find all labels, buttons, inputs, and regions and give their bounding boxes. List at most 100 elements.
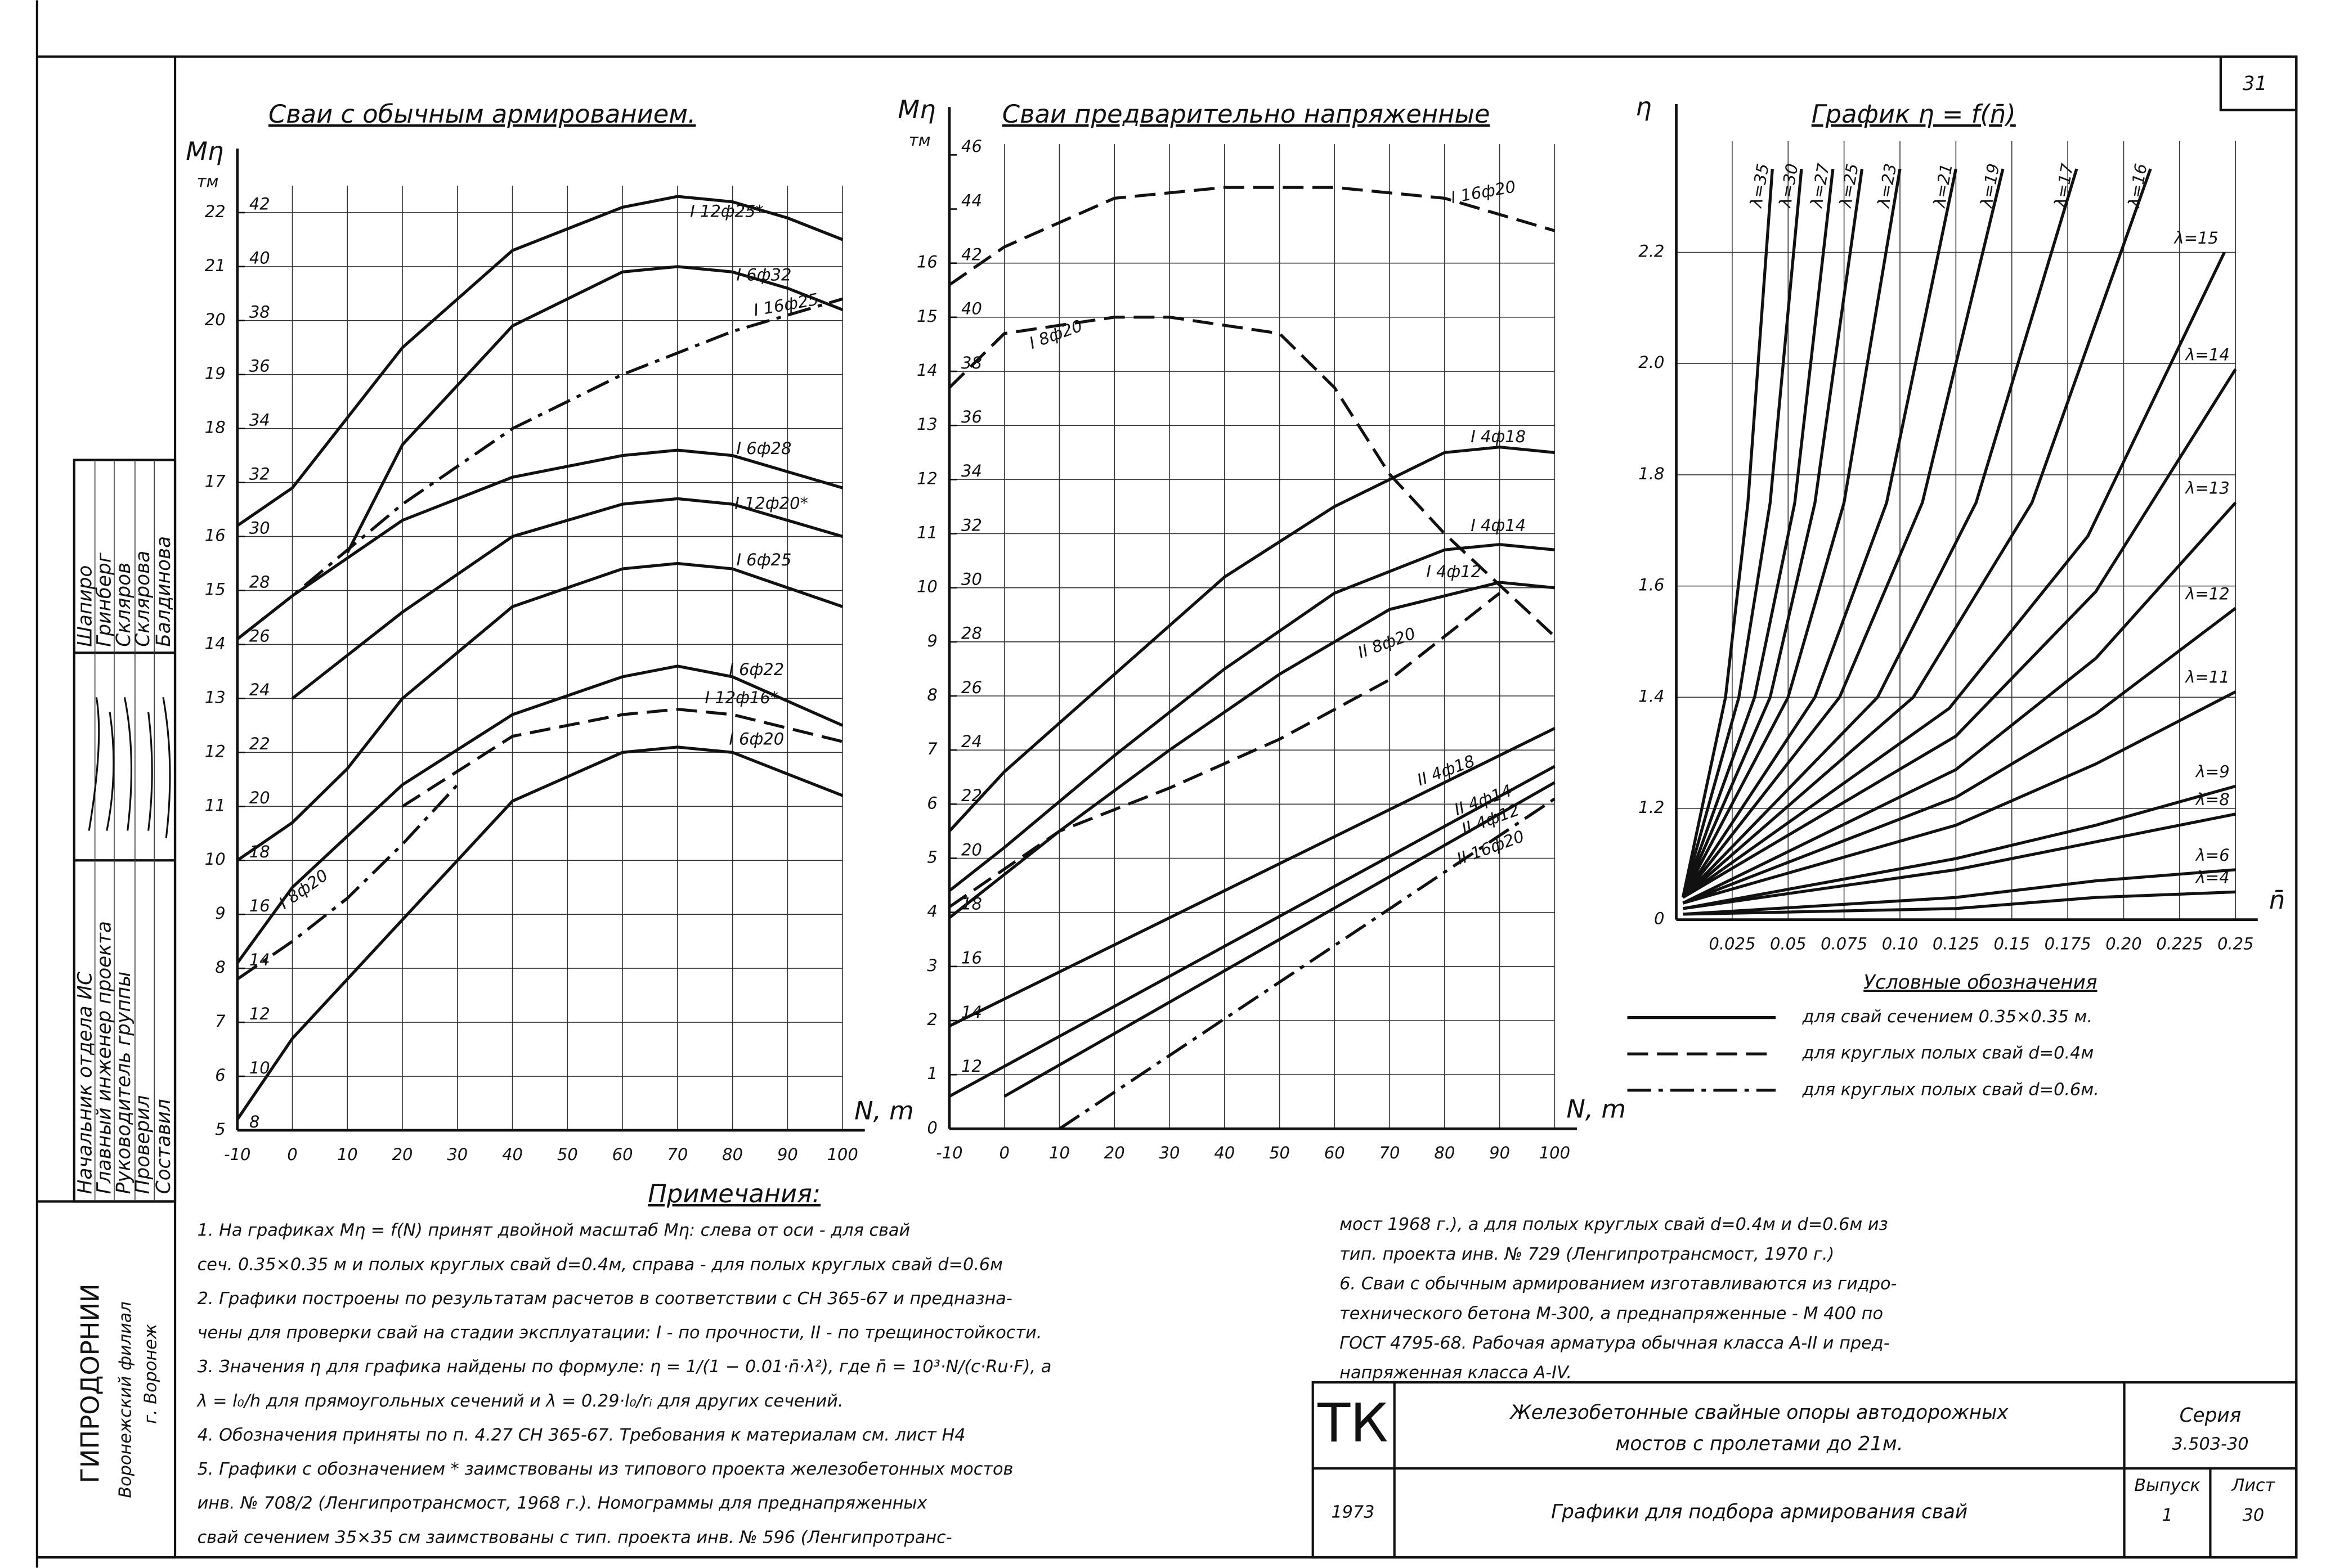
y-tick-label: 20 [205, 310, 226, 329]
organization: ГИПРОДОРНИИ [75, 1284, 105, 1484]
y2-tick-label: 12 [961, 1057, 982, 1076]
issue-label: Выпуск [2134, 1476, 2200, 1495]
curve [1682, 368, 2237, 899]
curve-label: I 4ф18 [1471, 427, 1526, 446]
y2-tick-label: 40 [961, 299, 982, 318]
y-axis-unit: тм [197, 172, 219, 191]
x-tick-label: 0.225 [2156, 934, 2203, 953]
chart-title: Сваи предварительно напряженные [1002, 99, 1490, 129]
curve [1681, 168, 1803, 898]
y2-tick-label: 30 [249, 518, 270, 537]
x-tick-label: 80 [1434, 1143, 1455, 1162]
legend-title: Условные обозначения [1863, 972, 2097, 994]
note-line: мост 1968 г.), а для полых круглых свай … [1339, 1215, 1888, 1234]
note-line: 5. Графики с обозначением * заимствованы… [198, 1459, 1014, 1479]
y2-tick-label: 32 [961, 515, 982, 534]
curve-label: λ=6 [2195, 846, 2230, 865]
y-tick-label: 17 [205, 472, 226, 491]
y-tick-label: 6 [927, 793, 937, 812]
y2-tick-label: 24 [961, 732, 982, 751]
note-line: λ = l₀/h для прямоугольных сечений и λ =… [196, 1391, 844, 1411]
y-tick-label: 22 [205, 202, 226, 221]
city: г. Воронеж [141, 1323, 160, 1424]
x-tick-label: 60 [612, 1145, 633, 1164]
x-tick-label: 0.15 [1993, 934, 2030, 953]
x-tick-label: 80 [722, 1145, 743, 1164]
curve-label: I 12ф20* [734, 494, 808, 513]
curve-label: I 6ф20 [729, 730, 784, 749]
sheet: 30 [2243, 1506, 2265, 1525]
stamp-name: Скляров [113, 563, 135, 647]
y-tick-label: 18 [205, 418, 226, 437]
y-tick-label: 0 [1654, 909, 1664, 928]
curve [1683, 890, 2236, 916]
chart: Сваи с обычным армированием. -10 0 10 20 30 40… [186, 99, 914, 1164]
curve [236, 195, 844, 527]
stamp-role: Составил [153, 1099, 175, 1194]
x-tick-label: 10 [337, 1145, 358, 1164]
x-tick-label: 60 [1324, 1143, 1345, 1162]
curve [948, 592, 1501, 909]
note-line: чены для проверки свай на стадии эксплуа… [198, 1323, 1042, 1343]
y2-tick-label: 36 [249, 357, 270, 376]
curve-label: I 12ф25* [690, 201, 764, 221]
curve [291, 497, 843, 700]
x-tick-label: 0.10 [1882, 934, 1919, 953]
sheet-label: Лист [2231, 1476, 2275, 1495]
y2-tick-label: 22 [249, 734, 270, 753]
stamp-name: Шапиро [74, 565, 96, 647]
y2-tick-label: 32 [249, 464, 270, 483]
y2-tick-label: 36 [961, 407, 982, 426]
x-tick-label: 70 [667, 1145, 688, 1164]
y-tick-label: 21 [205, 256, 226, 275]
x-tick-label: 40 [1214, 1143, 1235, 1162]
y-tick-label: 8 [215, 958, 225, 977]
y-tick-label: 10 [205, 850, 226, 869]
y2-tick-label: 12 [249, 1004, 270, 1023]
curve-label: I 4ф12 [1426, 562, 1481, 581]
y2-tick-label: 44 [961, 191, 982, 210]
curve [1682, 251, 2226, 899]
curve [948, 727, 1556, 1028]
curve [1682, 501, 2237, 905]
project-title: Железобетонные свайные опоры автодорожны… [1509, 1401, 2009, 1424]
x-tick-label: 90 [777, 1145, 798, 1164]
x-axis-label: N, m [854, 1095, 914, 1125]
curve-label: I 4ф14 [1471, 516, 1526, 535]
y-tick-label: 10 [917, 577, 938, 596]
chart-title: Сваи с обычным армированием. [268, 99, 696, 129]
y-axis-label: Mη [186, 136, 223, 166]
note-line: инв. № 708/2 (Ленгипротрансмост, 1968 г.… [198, 1494, 928, 1513]
curve [1059, 797, 1556, 1130]
y2-tick-label: 30 [961, 570, 982, 589]
y2-tick-label: 16 [249, 896, 270, 915]
legend-label: для круглых полых свай d=0.4м [1802, 1044, 2094, 1063]
note-line: технического бетона М-300, а преднапряже… [1339, 1304, 1883, 1323]
curve [1682, 690, 2237, 905]
y-tick-label: 8 [927, 685, 937, 704]
project-title: мостов с пролетами до 21м. [1616, 1432, 1903, 1455]
note-line: свай сечением 35×35 см заимствованы с ти… [198, 1527, 952, 1547]
curve [1682, 168, 2005, 898]
curve-label: I 6ф25 [737, 550, 792, 569]
stamp-role: Начальник отдела ИС [74, 972, 96, 1194]
curve [1681, 168, 1774, 898]
y-tick-label: 6 [215, 1066, 225, 1085]
curve-label: I 12ф16* [705, 688, 779, 707]
y-tick-label: 0 [927, 1118, 937, 1137]
y-tick-label: 11 [205, 796, 226, 815]
y2-tick-label: 28 [961, 624, 982, 643]
y-tick-label: 9 [215, 904, 225, 923]
issue: 1 [2162, 1506, 2172, 1525]
y-tick-label: 15 [205, 580, 226, 599]
y-tick-label: 19 [205, 364, 226, 383]
curve [1682, 784, 2236, 910]
y-tick-label: 12 [917, 469, 938, 488]
y-tick-label: 15 [917, 307, 938, 326]
y2-tick-label: 40 [249, 249, 270, 268]
y-tick-label: 12 [205, 742, 226, 761]
x-tick-label: 0.025 [1709, 934, 1755, 953]
chart: Сваи предварительно напряженные-10 0 10 20 3… [898, 95, 1626, 1162]
y-tick-label: 1 [927, 1064, 937, 1083]
